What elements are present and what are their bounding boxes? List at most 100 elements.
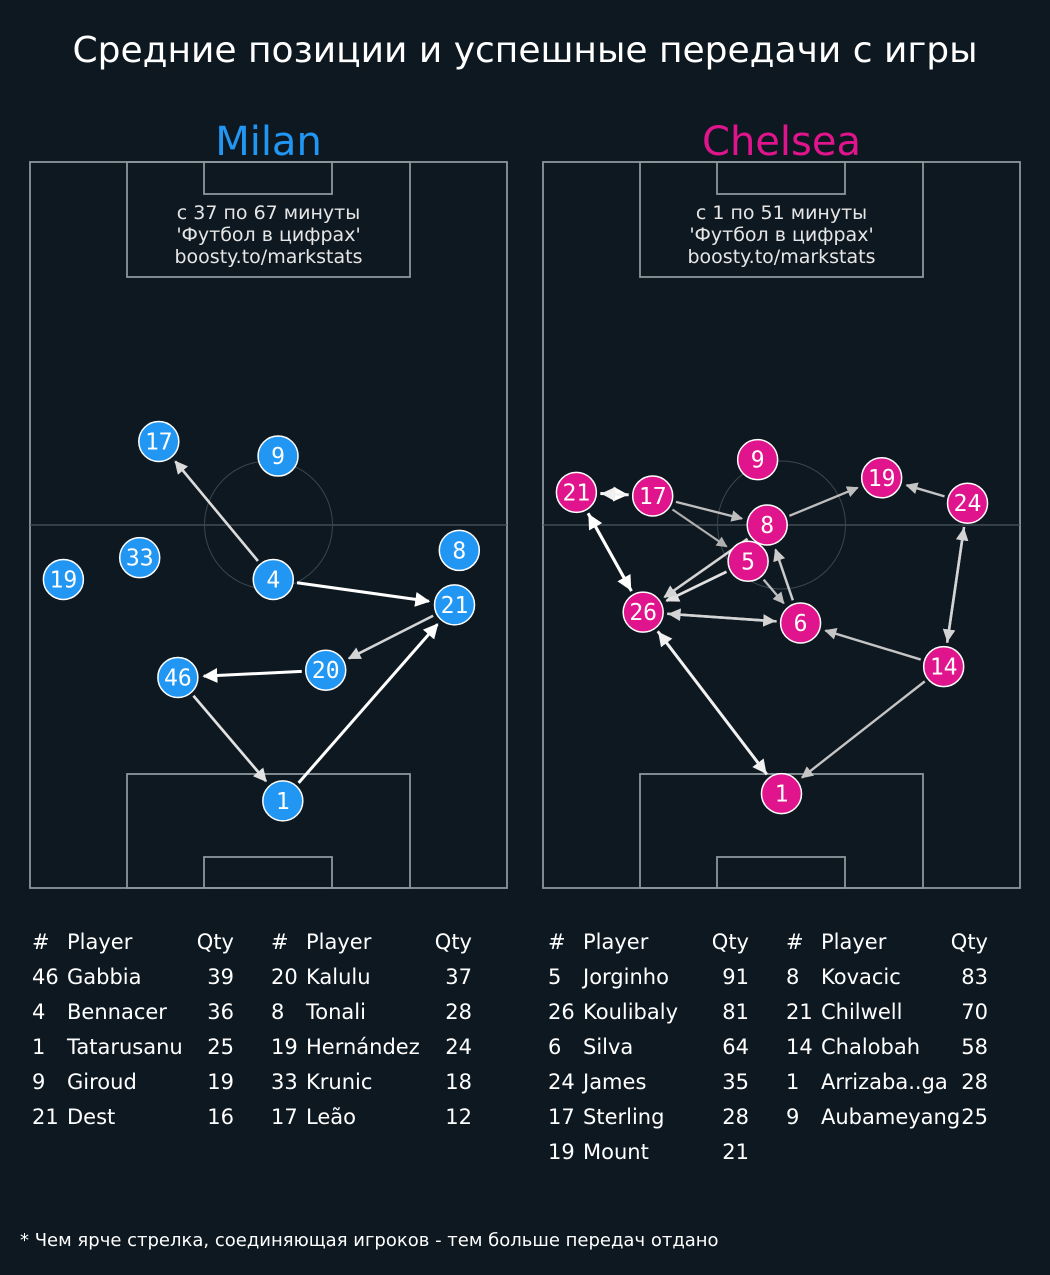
player-number-cell: #	[548, 930, 566, 954]
table-row: 46 Gabbia 39	[32, 960, 234, 995]
pass-qty-cell: 35	[722, 1070, 749, 1094]
player-node-26: 26	[622, 591, 664, 633]
player-name-cell: Gabbia	[67, 965, 142, 989]
player-node-19: 19	[42, 558, 85, 601]
player-name-cell: Silva	[583, 1035, 634, 1059]
player-number-cell: #	[271, 930, 289, 954]
player-name-cell: Chalobah	[821, 1035, 921, 1059]
player-marker	[922, 645, 965, 688]
pass-arrow-24-to-19	[905, 482, 945, 498]
table-header: # Player Qty	[32, 925, 234, 960]
player-node-8: 8	[746, 504, 788, 546]
player-number: 9	[751, 448, 765, 474]
player-number: 46	[164, 665, 192, 691]
player-number: 6	[794, 611, 808, 637]
pass-arrow-8-to-19	[788, 486, 859, 517]
pass-qty-cell: Qty	[711, 930, 749, 954]
player-marker	[438, 529, 481, 572]
team-name: Milan	[215, 119, 322, 165]
table-row: 9 Giroud 19	[32, 1065, 234, 1100]
player-marker	[257, 435, 299, 477]
pass-arrow-17-to-5	[671, 508, 728, 548]
goal-area-top	[203, 161, 333, 195]
player-number-cell: 26	[548, 1000, 575, 1024]
pass-arrow-20-to-46	[202, 668, 302, 684]
pass-qty-cell: 25	[961, 1105, 988, 1129]
player-name-cell: Tonali	[306, 1000, 366, 1024]
pass-qty-cell: 28	[961, 1070, 988, 1094]
player-node-21: 21	[555, 471, 598, 514]
player-node-5: 5	[727, 540, 769, 583]
pass-qty-cell: 91	[722, 965, 749, 989]
pass-qty-cell: 70	[961, 1000, 988, 1024]
pass-qty-cell: 83	[961, 965, 988, 989]
table-row: 21 Dest 16	[32, 1100, 234, 1135]
player-number: 26	[629, 600, 657, 626]
player-number: 21	[563, 480, 591, 506]
player-name-cell: Aubameyang	[821, 1105, 961, 1129]
player-number: 21	[441, 593, 469, 619]
center-circle	[717, 460, 846, 590]
table-row: 33 Krunic 18	[271, 1065, 472, 1100]
pass-qty-cell: Qty	[950, 930, 988, 954]
player-number-cell: 19	[548, 1140, 575, 1164]
player-number-cell: 21	[32, 1105, 59, 1129]
goal-area-top	[716, 161, 846, 195]
player-number-cell: 33	[271, 1070, 298, 1094]
player-node-8: 8	[438, 529, 481, 572]
player-name-cell: Sterling	[583, 1105, 665, 1129]
player-node-1: 1	[760, 772, 803, 815]
player-number-cell: 46	[32, 965, 59, 989]
table-row: 8 Tonali 28	[271, 995, 472, 1030]
player-name-cell: Bennacer	[67, 1000, 167, 1024]
pass-arrow-5-to-6	[762, 578, 785, 605]
info-line: с 1 по 51 минуты	[696, 202, 867, 224]
player-name-cell: Krunic	[306, 1070, 373, 1094]
pass-arrow-17-to-8	[675, 500, 744, 522]
player-table-milan-2: # Player Qty 20 Kalulu 37 8 Tonali 28 19 Hernández…	[271, 925, 472, 1135]
player-marker	[252, 558, 295, 601]
player-marker	[760, 772, 803, 815]
table-row: 14 Chalobah 58	[786, 1030, 988, 1065]
player-number: 17	[639, 484, 667, 510]
player-name-cell: Dest	[67, 1105, 116, 1129]
pass-qty-cell: 58	[961, 1035, 988, 1059]
player-marker	[622, 591, 664, 633]
pass-qty-cell: 39	[207, 965, 234, 989]
info-line: boosty.to/markstats	[174, 246, 362, 268]
player-number-cell: 9	[786, 1105, 800, 1129]
player-number-cell: 21	[786, 1000, 813, 1024]
player-marker	[262, 780, 304, 822]
player-name-cell: Jorginho	[583, 965, 669, 989]
pass-qty-cell: Qty	[196, 930, 234, 954]
pass-arrow-17-to-21	[600, 487, 629, 502]
player-name-cell: Kalulu	[306, 965, 371, 989]
pass-qty-cell: 36	[207, 1000, 234, 1024]
player-node-19: 19	[860, 457, 903, 499]
table-row: 21 Chilwell 70	[786, 995, 988, 1030]
player-number-cell: 9	[32, 1070, 46, 1094]
info-line: 'Футбол в цифрах'	[689, 224, 873, 246]
player-number-cell: 19	[271, 1035, 298, 1059]
footnote: * Чем ярче стрелка, соединяющая игроков …	[20, 1230, 719, 1251]
player-marker	[746, 504, 788, 546]
player-name-cell: Kovacic	[821, 965, 901, 989]
player-number-cell: 14	[786, 1035, 813, 1059]
player-marker	[779, 602, 822, 644]
player-name-cell: Player	[821, 930, 887, 954]
pass-qty-cell: 19	[207, 1070, 234, 1094]
passes	[174, 460, 439, 784]
table-row: 26 Koulibaly 81	[548, 995, 749, 1030]
pass-qty-cell: 16	[207, 1105, 234, 1129]
player-number: 4	[266, 567, 280, 593]
pass-arrow-1-to-21	[297, 623, 439, 784]
player-number-cell: 1	[32, 1035, 46, 1059]
player-marker	[157, 656, 199, 699]
player-marker	[727, 540, 769, 583]
player-number: 5	[741, 549, 755, 575]
player-node-1: 1	[262, 780, 304, 822]
player-number-cell: #	[786, 930, 804, 954]
player-name-cell: Mount	[583, 1140, 649, 1164]
info-line: с 37 по 67 минуты	[177, 202, 360, 224]
